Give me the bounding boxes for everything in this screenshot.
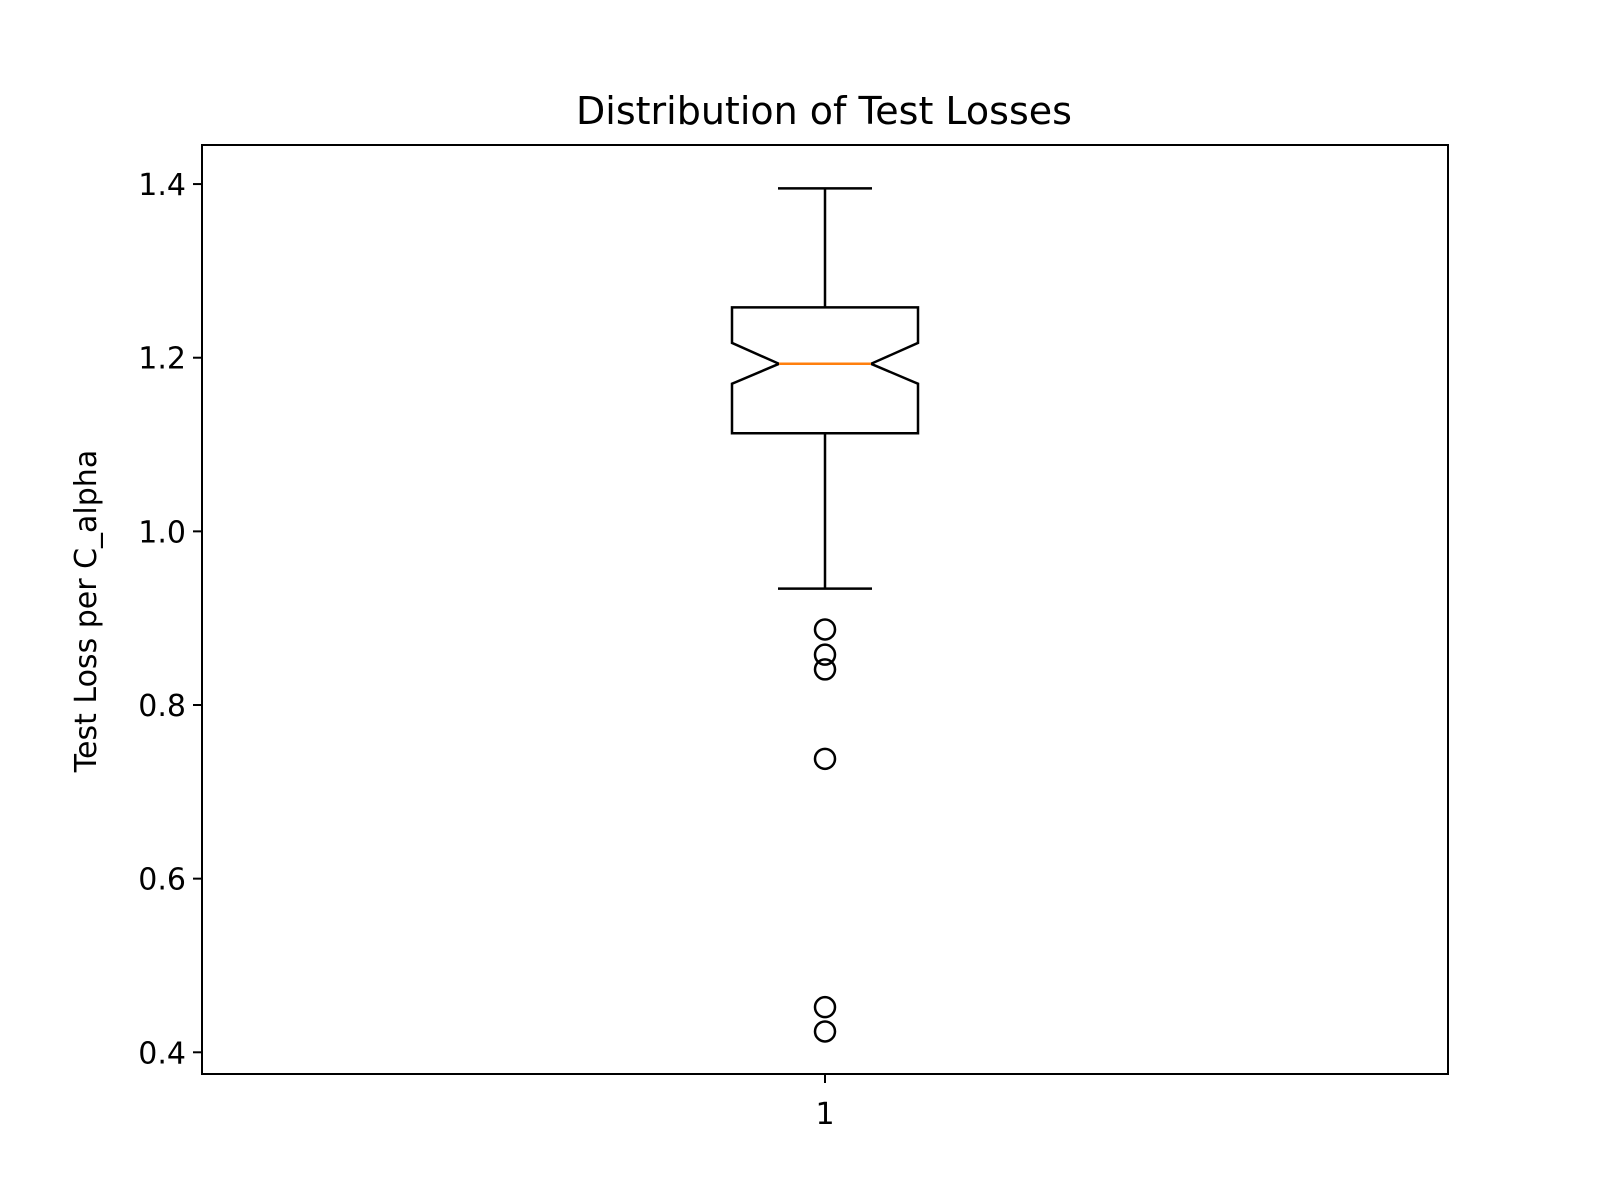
y-tick-label: 1.0 <box>138 515 186 550</box>
box-series <box>730 187 920 1043</box>
outlier-point <box>813 618 837 641</box>
outlier-point <box>813 1020 837 1043</box>
y-tick-label: 0.6 <box>138 863 186 898</box>
outlier-point <box>813 658 837 681</box>
y-axis-label: Test Loss per C_alpha <box>69 450 104 773</box>
outlier-point <box>813 643 837 666</box>
y-tick-label: 0.8 <box>138 689 186 724</box>
x-tick-label: 1 <box>815 1097 834 1132</box>
y-tick-label: 1.4 <box>138 168 186 203</box>
outlier-point <box>813 747 837 771</box>
y-tick-label: 0.4 <box>138 1036 186 1071</box>
chart-title: Distribution of Test Losses <box>576 89 1072 133</box>
y-axis-ticks: 0.4 0.6 0.8 1.0 1.2 1.4 <box>138 168 202 1071</box>
outlier-point <box>813 995 837 1019</box>
x-axis-ticks: 1 <box>815 1074 835 1132</box>
notched-box <box>730 306 920 435</box>
y-tick-label: 1.2 <box>138 342 186 377</box>
